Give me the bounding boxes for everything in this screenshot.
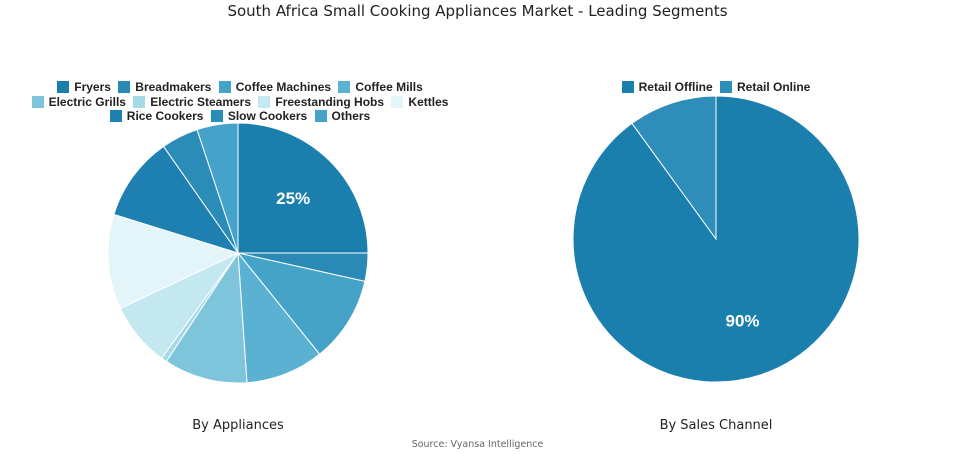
- pie-slice-kettles[interactable]: [107, 213, 240, 310]
- legend-item[interactable]: Kettles: [391, 95, 448, 110]
- pie-slice-others[interactable]: [196, 122, 239, 254]
- legend-swatch: [118, 81, 131, 93]
- legend-item[interactable]: Fryers: [57, 80, 111, 95]
- legend-swatch: [720, 81, 732, 93]
- legend-swatch: [210, 110, 223, 122]
- legend-item[interactable]: Retail Offline: [621, 80, 713, 95]
- appliances-legend: Fryers Breadmakers Coffee Machines Coffe…: [15, 80, 465, 124]
- legend-item[interactable]: Electric Grills: [31, 94, 126, 110]
- legend-item[interactable]: Retail Online: [720, 80, 810, 95]
- legend-label: Coffee Machines: [235, 80, 332, 94]
- legend-item[interactable]: Freestanding Hobs: [258, 95, 384, 110]
- legend-swatch: [258, 95, 271, 108]
- chart-title: South Africa Small Cooking Appliances Ma…: [227, 2, 728, 20]
- legend-label: Freestanding Hobs: [275, 94, 385, 109]
- legend-swatch: [338, 81, 351, 93]
- sales-channel-caption: By Sales Channel: [659, 418, 773, 433]
- pie-slice-electric-grills[interactable]: [165, 251, 248, 384]
- pie-slice-coffee-mills[interactable]: [237, 251, 321, 384]
- legend-swatch: [218, 81, 231, 93]
- legend-label: Slow Cookers: [227, 109, 308, 123]
- legend-item[interactable]: Rice Cookers: [109, 109, 204, 124]
- legend-item[interactable]: Slow Cookers: [210, 109, 308, 124]
- legend-swatch: [31, 95, 44, 108]
- data-label: 90%: [725, 312, 759, 331]
- pie-slice-rice-cookers[interactable]: [113, 145, 240, 254]
- legend-label: Others: [331, 109, 371, 123]
- source-note: Source: Vyansa Intelligence: [411, 439, 544, 450]
- legend-swatch: [57, 81, 70, 93]
- legend-swatch: [621, 81, 634, 93]
- legend-swatch: [314, 110, 327, 122]
- legend-label: Fryers: [74, 80, 111, 94]
- legend-label: Retail Online: [737, 80, 811, 94]
- appliances-caption: By Appliances: [192, 418, 284, 433]
- legend-item[interactable]: Coffee Mills: [338, 80, 423, 95]
- legend-item[interactable]: Others: [314, 109, 371, 124]
- legend-label: Electric Grills: [48, 94, 126, 109]
- legend-label: Rice Cookers: [126, 109, 204, 123]
- legend-item[interactable]: Electric Steamers: [133, 95, 251, 110]
- legend-swatch: [133, 95, 146, 108]
- legend-swatch: [391, 95, 404, 108]
- legend-label: Coffee Mills: [355, 80, 423, 94]
- legend-item[interactable]: Breadmakers: [118, 80, 211, 95]
- legend-label: Kettles: [408, 94, 449, 109]
- legend-label: Electric Steamers: [150, 94, 252, 109]
- legend-label: Retail Offline: [638, 80, 713, 94]
- legend-label: Breadmakers: [135, 80, 212, 94]
- legend-item[interactable]: Coffee Machines: [218, 80, 332, 95]
- pie-slice-fryers[interactable]: [237, 122, 369, 254]
- pie-slice-coffee-machines[interactable]: [236, 252, 366, 355]
- data-label: 25%: [276, 189, 310, 208]
- sales-channel-legend: Retail Offline Retail Online: [566, 80, 866, 95]
- pie-slice-retail-online[interactable]: [631, 95, 717, 241]
- legend-swatch: [109, 110, 122, 122]
